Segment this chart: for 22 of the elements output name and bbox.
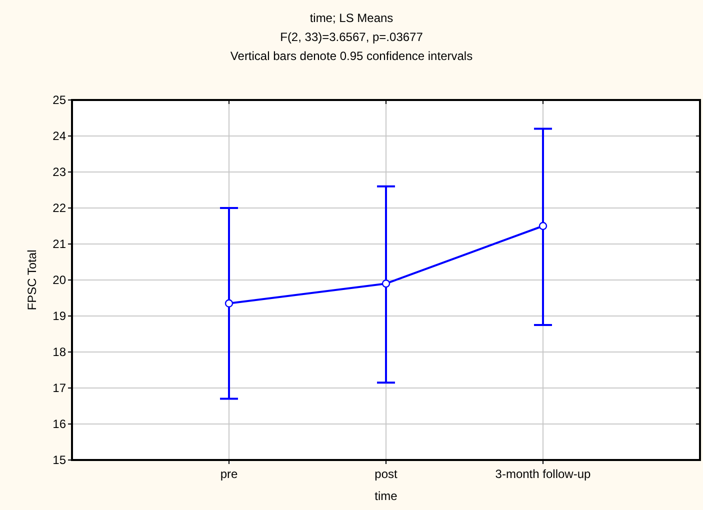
y-tick-label: 23 xyxy=(52,165,66,180)
y-tick-label: 24 xyxy=(52,129,66,144)
point xyxy=(382,280,390,288)
x-axis-title: time xyxy=(374,489,398,503)
y-tick-label: 18 xyxy=(52,345,66,360)
y-tick-label: 16 xyxy=(52,417,66,432)
point xyxy=(224,299,234,308)
y-tick-label: 20 xyxy=(52,273,66,288)
y-axis-title: FPSC Total xyxy=(25,250,39,310)
x-tick-label: 3-month follow-up xyxy=(495,467,592,481)
y-tick-label: 19 xyxy=(52,309,66,324)
text: Vertical bars denote 0.95 confidence intervals xyxy=(230,49,473,63)
chart-title: time; LS Means xyxy=(310,11,394,25)
chart-subtitle: F(2, 33)=3.6567, p=.03677 xyxy=(280,30,424,44)
y-tick-label: 25 xyxy=(52,93,66,108)
x-tick-label: post xyxy=(374,467,398,481)
x-tick-label: pre xyxy=(220,467,238,481)
y-tick-label: 17 xyxy=(52,381,66,396)
y-tick-label: 22 xyxy=(52,201,66,216)
y-tick-label: 15 xyxy=(52,453,66,468)
point xyxy=(538,222,548,230)
y-tick-label: 21 xyxy=(52,237,66,252)
